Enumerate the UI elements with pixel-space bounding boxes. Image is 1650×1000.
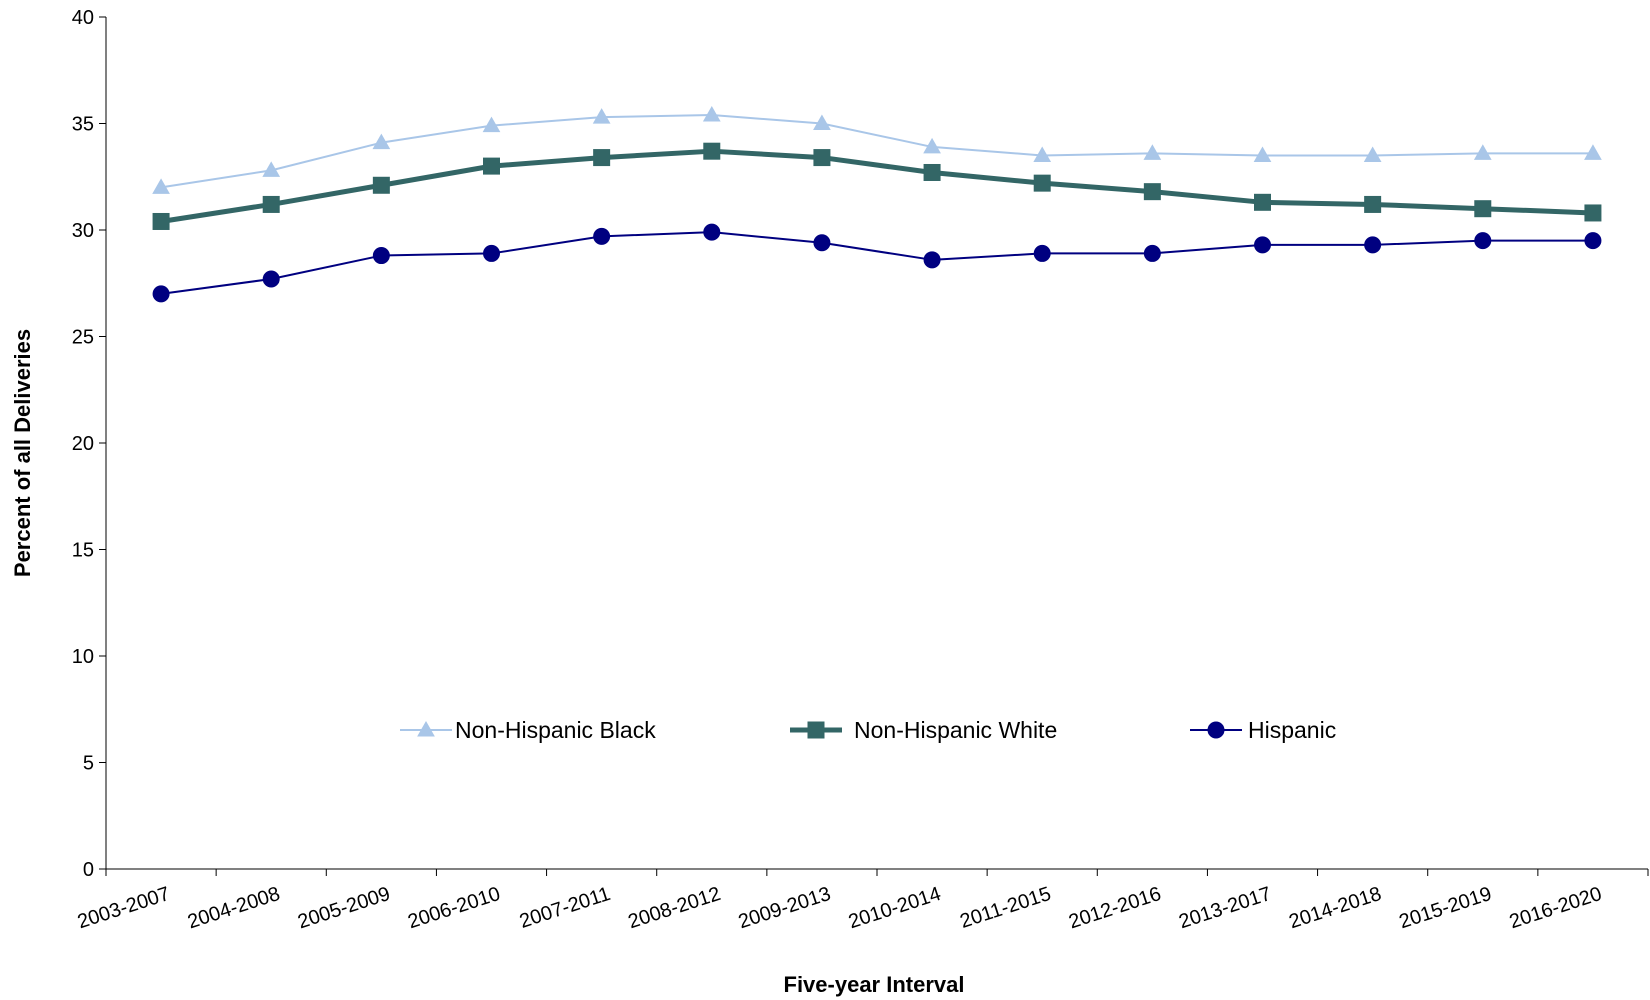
data-point <box>1254 193 1271 211</box>
data-point <box>1253 146 1272 162</box>
data-point <box>702 105 721 122</box>
x-tick-label: 2004-2008 <box>185 883 283 933</box>
series-line <box>160 113 1593 189</box>
y-tick-label: 5 <box>83 753 94 775</box>
y-tick-label: 10 <box>72 646 94 668</box>
data-point <box>1474 232 1492 250</box>
data-point <box>923 137 941 154</box>
data-point <box>262 270 280 288</box>
x-tick-label: 2016-2020 <box>1507 883 1605 933</box>
data-point <box>1473 144 1492 160</box>
x-tick-label: 2010-2014 <box>846 883 944 933</box>
data-point <box>1584 144 1602 160</box>
x-tick-label: 2008-2012 <box>626 883 724 933</box>
data-point <box>482 116 501 133</box>
y-tick-label: 40 <box>72 7 94 29</box>
data-point <box>152 178 170 194</box>
data-point <box>262 195 280 213</box>
legend-marker <box>1207 721 1225 739</box>
data-point <box>1584 232 1602 250</box>
x-tick-label: 2007-2011 <box>517 883 613 933</box>
legend-marker <box>807 721 825 739</box>
x-tick-label: 2006-2010 <box>405 883 503 933</box>
x-tick-label: 2015-2019 <box>1397 883 1495 933</box>
data-point <box>703 142 721 160</box>
x-axis-ticks: 2003-2007 2004-2008 2005-2009 2006-2010 2007… <box>75 869 1649 933</box>
series-line <box>160 148 1594 224</box>
x-tick-label: 2013-2017 <box>1176 883 1274 933</box>
data-point <box>1033 146 1052 162</box>
data-point <box>372 247 390 265</box>
legend: Non-Hispanic Black Non-Hispanic White Hisp… <box>400 717 1336 743</box>
data-point <box>262 161 281 177</box>
series-line <box>160 231 1593 295</box>
data-point <box>593 227 611 245</box>
y-tick-label: 0 <box>83 859 94 881</box>
data-point <box>1033 244 1051 262</box>
series-non-hispanic-white <box>152 142 1602 230</box>
y-tick-label: 30 <box>72 220 94 242</box>
legend-item: Hispanic <box>1190 717 1336 743</box>
y-tick-label: 20 <box>72 433 94 455</box>
x-tick-label: 2014-2018 <box>1286 883 1384 933</box>
legend-label: Non-Hispanic Black <box>455 717 656 743</box>
x-tick-label: 2012-2016 <box>1066 883 1164 933</box>
series-layer <box>152 105 1602 303</box>
data-point <box>1254 236 1271 254</box>
x-tick-label: 2003-2007 <box>75 883 173 933</box>
legend-marker <box>417 720 435 737</box>
data-point <box>1143 144 1162 160</box>
data-point <box>152 212 170 230</box>
data-point <box>813 149 831 167</box>
series-non-hispanic-black <box>152 105 1602 194</box>
x-tick-label: 2005-2009 <box>295 883 393 933</box>
legend-item: Non-Hispanic Black <box>400 717 656 743</box>
data-point <box>372 133 391 150</box>
data-point <box>1143 244 1161 262</box>
y-axis-ticks: 0 5 10 15 20 25 30 35 40 <box>72 7 106 881</box>
data-point <box>1474 200 1492 218</box>
data-point <box>813 234 831 252</box>
data-point <box>1033 174 1051 192</box>
data-point <box>1363 146 1382 162</box>
data-point <box>703 223 721 241</box>
data-point <box>1364 236 1382 254</box>
x-tick-label: 2009-2013 <box>736 883 834 933</box>
x-axis-title: Five-year Interval <box>784 972 965 997</box>
legend-item: Non-Hispanic White <box>790 717 1057 743</box>
y-tick-label: 35 <box>72 114 94 136</box>
series-hispanic <box>152 223 1602 303</box>
legend-label: Hispanic <box>1248 717 1336 743</box>
data-point <box>372 176 390 194</box>
y-axis-title: Percent of all Deliveries <box>10 329 35 577</box>
legend-label: Non-Hispanic White <box>854 717 1057 743</box>
y-tick-label: 15 <box>72 540 94 562</box>
data-point <box>813 114 831 130</box>
data-point <box>1584 204 1602 222</box>
x-tick-label: 2011-2015 <box>957 883 1053 933</box>
data-point <box>1143 183 1161 201</box>
y-tick-label: 25 <box>72 327 94 349</box>
data-point <box>593 149 611 167</box>
data-point <box>1364 195 1382 213</box>
data-point <box>592 108 611 124</box>
data-point <box>152 285 170 303</box>
data-point <box>923 251 941 269</box>
data-point <box>483 244 500 262</box>
data-point <box>483 157 500 175</box>
data-point <box>923 163 941 181</box>
